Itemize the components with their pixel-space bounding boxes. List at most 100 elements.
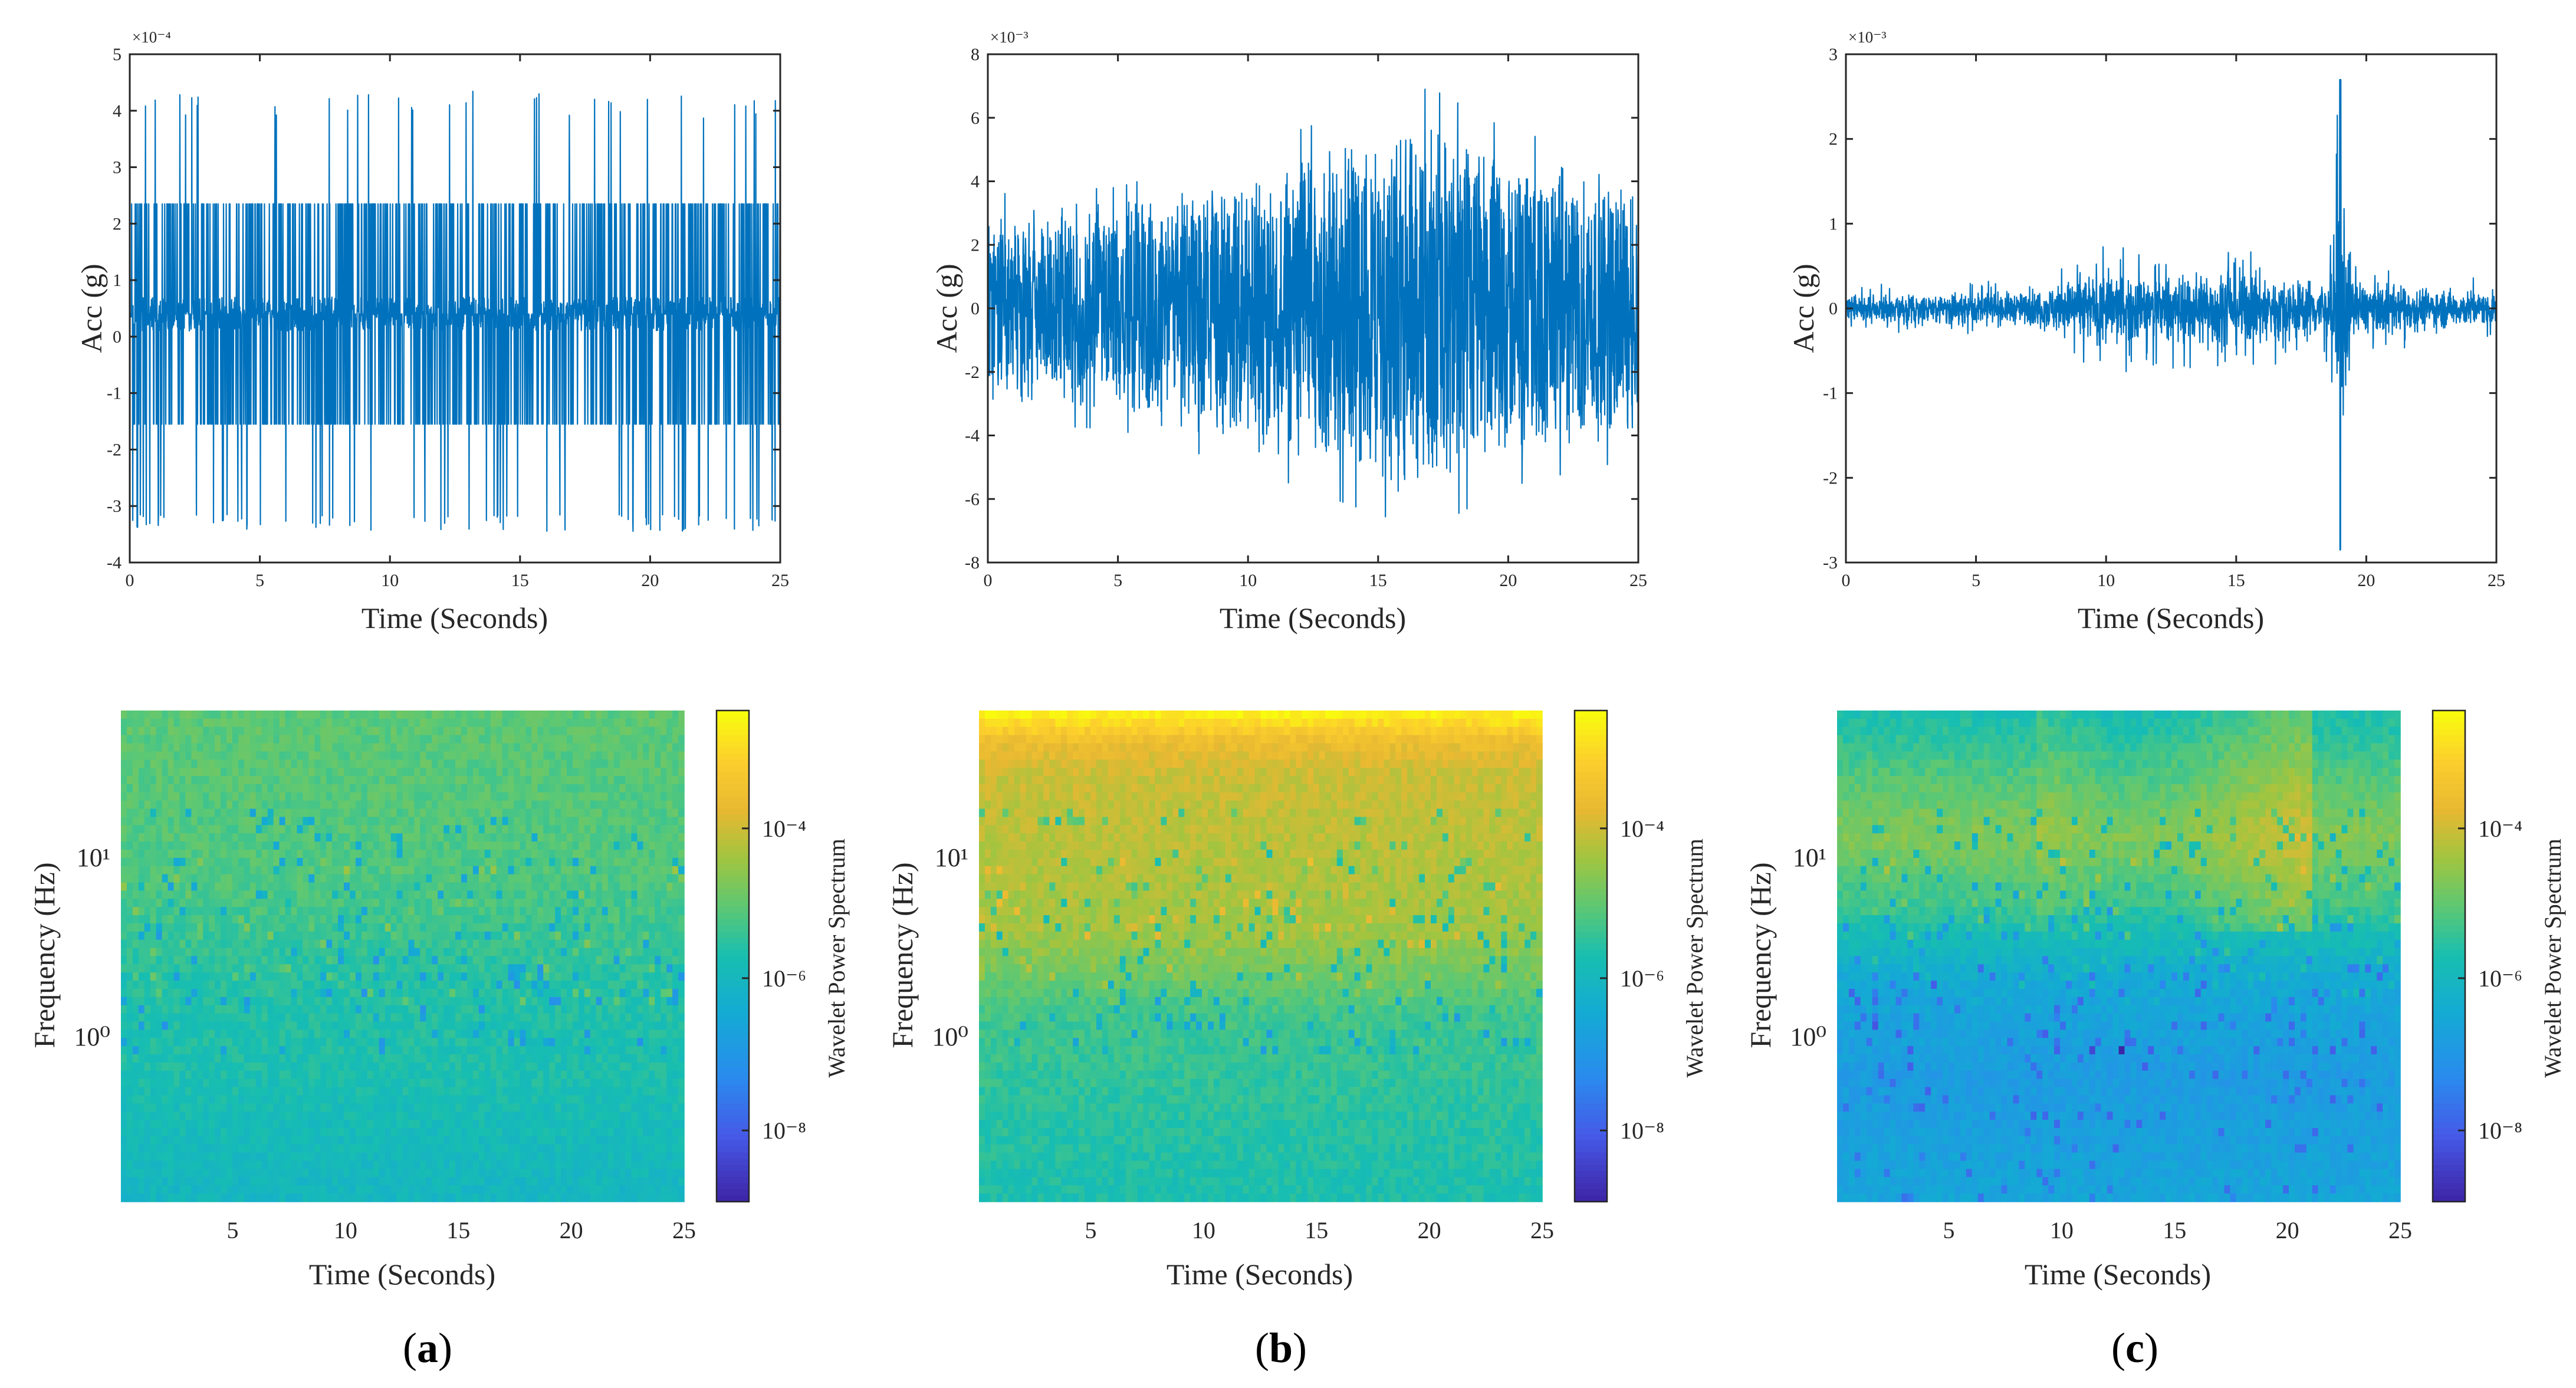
- sc-a-cell: [420, 858, 426, 867]
- sc-a-cell: [191, 792, 198, 801]
- sc-a-cell: [297, 801, 303, 810]
- sc-a-cell: [320, 744, 327, 752]
- sc-a-cell: [144, 727, 151, 736]
- sc-a-cell: [438, 776, 444, 785]
- sc-a-cell: [285, 989, 292, 998]
- sc-a-cell: [185, 833, 192, 842]
- sc-a-cell: [127, 1030, 133, 1038]
- sc-a-cell: [221, 833, 227, 842]
- sc-a-cell: [356, 948, 362, 957]
- sc-a-cell: [144, 735, 151, 744]
- sc-a-cell: [590, 890, 597, 899]
- sc-a-cell: [666, 850, 673, 859]
- sc-a-cell: [514, 956, 521, 965]
- sc-a-cell: [479, 866, 485, 875]
- sc-a-cell: [121, 759, 127, 768]
- sc-a-cell: [643, 1022, 649, 1031]
- sc-a-cell: [525, 1022, 532, 1031]
- sc-a-cell: [127, 744, 133, 752]
- sc-a-cell: [631, 759, 638, 768]
- sc-a-cell: [256, 841, 262, 850]
- sc-a-cell: [320, 768, 327, 777]
- sc-a-cell: [590, 1005, 597, 1014]
- sc-a-cell: [350, 792, 356, 801]
- sc-a-cell: [262, 1030, 268, 1038]
- sc-a-cell: [561, 850, 567, 859]
- sc-a-cell: [191, 1022, 198, 1031]
- sc-a-cell: [238, 915, 245, 924]
- sc-a-cell: [614, 809, 620, 818]
- sc-a-cell: [655, 940, 661, 949]
- sc-a-cell: [238, 883, 245, 892]
- sc-a-cell: [579, 866, 585, 875]
- sc-a-cell: [573, 850, 579, 859]
- sc-a-cell: [626, 1014, 632, 1022]
- sc-a-cell: [280, 727, 286, 736]
- ts-b-exponent: ×10⁻³: [990, 28, 1029, 46]
- sc-a-cell: [614, 890, 620, 899]
- sc-a-cell: [555, 997, 561, 1006]
- sc-a-cell: [303, 915, 309, 924]
- sc-a-cell: [479, 759, 485, 768]
- sc-a-cell: [438, 1022, 444, 1031]
- sc-a-cell: [238, 858, 245, 867]
- sc-a-cell: [121, 776, 127, 785]
- sc-a-cell: [174, 858, 180, 867]
- sc-a-cell: [203, 817, 209, 825]
- sc-a-cell: [631, 727, 638, 736]
- sc-a-cell: [666, 1030, 673, 1038]
- sc-a-cell: [473, 1030, 479, 1038]
- sc-a-cell: [274, 833, 280, 842]
- sc-a-cell: [643, 874, 649, 883]
- sc-a-cell: [461, 858, 468, 867]
- sc-a-cell: [455, 1014, 462, 1022]
- sc-a-cell: [672, 972, 679, 981]
- sc-a-cell: [637, 858, 643, 867]
- sc-a-cell: [543, 719, 550, 728]
- sc-a-cell: [256, 1014, 262, 1022]
- sc-a-cell: [314, 940, 321, 949]
- sc-a-cell: [238, 759, 245, 768]
- sc-a-cell: [567, 915, 573, 924]
- sc-a-cell: [661, 1005, 667, 1014]
- sc-a-cell: [338, 940, 344, 949]
- sc-a-cell: [303, 890, 309, 899]
- sc-a-cell: [543, 940, 550, 949]
- sc-a-cell: [385, 997, 392, 1006]
- sc-a-cell: [168, 948, 175, 957]
- sc-a-cell: [303, 956, 309, 965]
- sc-a-cell: [514, 719, 521, 728]
- sc-a-cell: [174, 923, 180, 932]
- sc-a-cell: [649, 972, 655, 981]
- sc-a-cell: [344, 858, 350, 867]
- sc-a-cell: [514, 792, 521, 801]
- sc-a-cell: [403, 833, 409, 842]
- sc-a-cell: [426, 809, 432, 818]
- sc-a-cell: [256, 899, 262, 907]
- sc-a-cell: [608, 825, 615, 834]
- sc-a-cell: [191, 915, 198, 924]
- sc-a-cell: [467, 915, 474, 924]
- sc-a-cell: [226, 989, 233, 998]
- sc-a-cell: [473, 744, 479, 752]
- sc-a-cell: [497, 1022, 503, 1031]
- sc-a-cell: [191, 989, 198, 998]
- sc-a-cell: [144, 899, 151, 907]
- sc-a-cell: [268, 833, 274, 842]
- sc-a-cell: [672, 997, 679, 1006]
- sc-a-cell: [379, 711, 386, 719]
- sc-a-cell: [508, 735, 515, 744]
- sc-a-cell: [579, 972, 585, 981]
- sc-a-cell: [133, 841, 139, 850]
- sc-a-cell: [139, 874, 145, 883]
- sc-a-cell: [596, 1014, 603, 1022]
- sc-a-cell: [590, 841, 597, 850]
- sc-a-cell: [133, 915, 139, 924]
- sc-a-cell: [174, 809, 180, 818]
- sc-a-cell: [432, 784, 438, 793]
- sc-a-cell: [332, 866, 339, 875]
- sc-a-cell: [643, 997, 649, 1006]
- sc-a-cell: [520, 899, 526, 907]
- sc-a-cell: [291, 981, 297, 989]
- sc-a-cell: [502, 1038, 509, 1047]
